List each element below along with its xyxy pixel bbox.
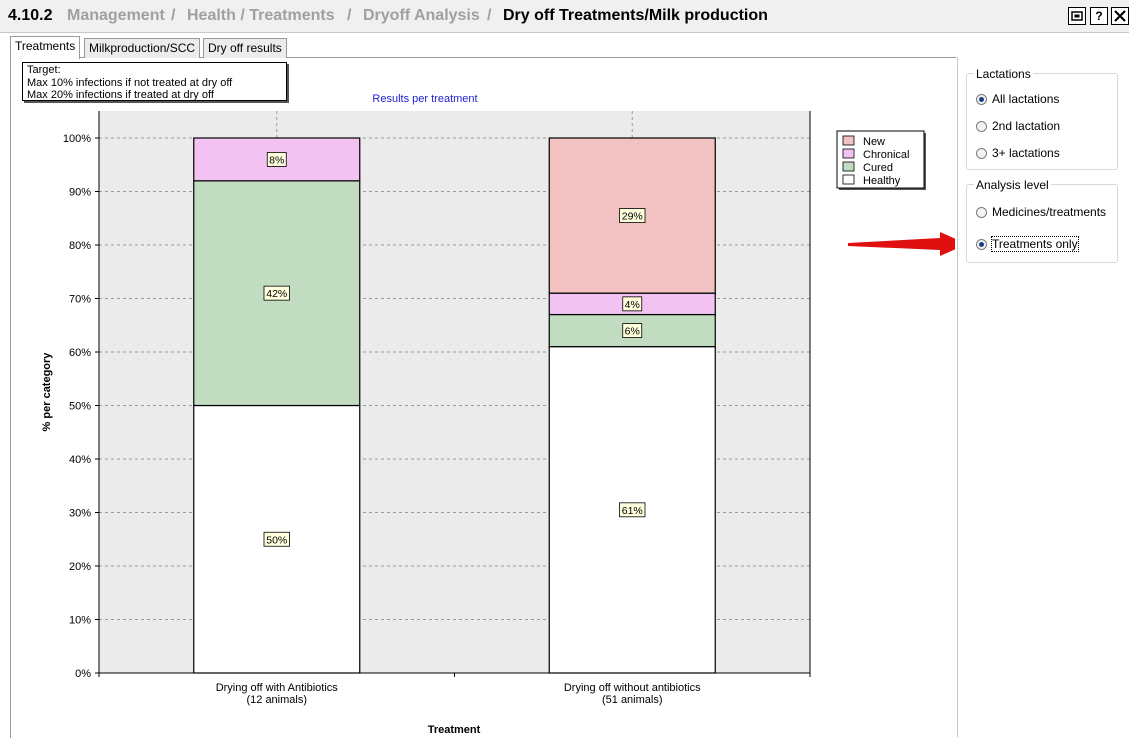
close-button[interactable] [1111,7,1129,25]
radio-label: 2nd lactation [992,119,1061,133]
breadcrumb-item-management[interactable]: Management [67,7,165,24]
breadcrumb-separator: / [487,7,492,24]
data-label-box [619,502,646,518]
radio-checked-icon [976,94,987,105]
data-label: 4% [625,299,640,311]
target-note-title: Target: [27,64,61,76]
tab-dry-off-results[interactable]: Dry off results [203,38,287,58]
y-tick-label: 60% [69,347,91,359]
radio-label: All lactations [992,92,1060,106]
legend-label: Cured [863,162,893,174]
y-tick-label: 70% [69,294,91,306]
grid-lines [99,111,810,620]
lactations-group-title: Lactations [974,67,1033,81]
y-tick-label: 10% [69,615,91,627]
legend-swatch [842,148,855,159]
legend-swatch [842,135,855,146]
results-per-treatment-chart: Results per treatment 50% 42% 8% 61% 6% 4% 29%… [41,93,955,736]
y-tick-label: 90% [69,187,91,199]
legend-label: Chronical [863,149,909,161]
breadcrumb-separator: / [347,7,352,24]
radio-label: Treatments only [991,236,1079,252]
data-label-box [266,151,287,167]
y-tick-label: 30% [69,508,91,520]
breadcrumb-separator: / [171,7,176,24]
help-button[interactable]: ? [1090,7,1108,25]
radio-label: Medicines/treatments [992,205,1107,219]
y-axis-ticks: 0% 10% 20% 30% 40% 50% 60% 70% 80% 90% 100% [63,133,99,680]
legend-label: New [863,136,885,148]
tab-treatments[interactable]: Treatments [10,36,81,59]
legend-label: Healthy [863,175,901,187]
chart-title: Results per treatment [372,93,477,105]
tab-milkproduction-scc[interactable]: Milkproduction/SCC [84,38,201,58]
data-label: 6% [625,326,640,338]
options-panel: Lactations All lactations 2nd lactation … [957,57,1129,737]
radio-unchecked-icon [976,148,987,159]
data-label: 29% [622,211,643,223]
data-label: 8% [269,154,284,166]
data-label-box [619,208,646,223]
lactations-group [966,73,1118,170]
data-label-box [622,323,643,339]
y-axis-label: % per category [41,352,53,432]
breadcrumb-item-dryoff-analysis[interactable]: Dryoff Analysis [363,7,480,24]
legend-swatch [842,174,855,185]
y-tick-label: 40% [69,454,91,466]
target-note-line: Max 20% infections if treated at dry off [27,89,214,101]
y-tick-label: 0% [75,668,91,680]
x-category-label: (12 animals) [246,694,307,706]
analysis-level-group-title: Analysis level [974,178,1051,192]
legend-swatch [842,161,855,172]
x-axis-categories: Drying off with Antibiotics(12 animals) D… [98,673,811,706]
screen-code: 4.10.2 [8,7,53,24]
page-title: Dry off Treatments/Milk production [503,7,768,24]
radio-unchecked-icon [976,121,987,132]
restore-button[interactable] [1068,7,1086,25]
bars: 50% 42% 8% 61% 6% 4% 29% [193,137,716,674]
red-arrow-annotation [848,232,955,256]
x-category-label: Drying off without antibiotics [564,682,701,694]
data-label: 50% [266,534,287,546]
y-tick-label: 100% [63,133,91,145]
y-tick-label: 80% [69,240,91,252]
target-note-line: Max 10% infections if not treated at dry… [27,76,233,89]
x-category-label: (51 animals) [602,694,663,706]
radio-checked-icon [976,239,987,250]
data-label-box [263,285,290,301]
data-label: 42% [266,288,287,300]
data-label: 61% [622,505,643,517]
analysis-level-group [966,184,1118,263]
help-icon: ? [1095,9,1103,23]
target-note: Target: Max 10% infections if not treate… [22,62,287,101]
radio-label: 3+ lactations [992,146,1060,160]
close-icon [1114,10,1126,22]
restore-icon [1071,11,1083,21]
y-tick-label: 50% [69,401,91,413]
radio-unchecked-icon [976,207,987,218]
data-label-box [263,531,290,547]
data-label-box [622,296,643,312]
y-tick-label: 20% [69,561,91,573]
x-axis-label: Treatment [428,724,481,736]
x-category-label: Drying off with Antibiotics [216,682,339,694]
breadcrumb-item-health-treatments[interactable]: Health / Treatments [187,7,335,24]
